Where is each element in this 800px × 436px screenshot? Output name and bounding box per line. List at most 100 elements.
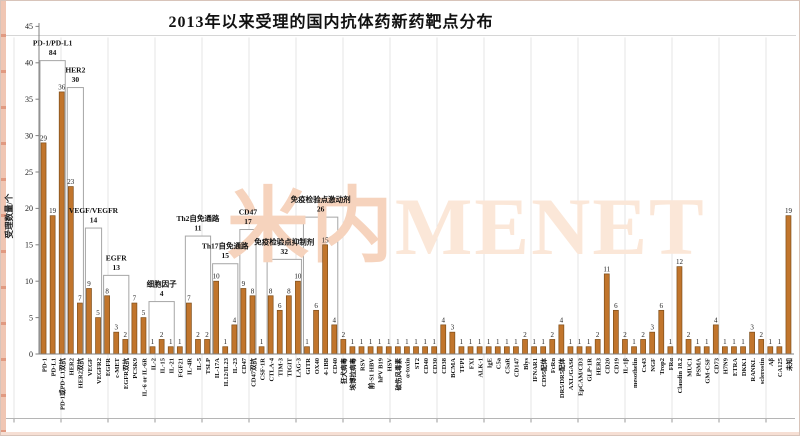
bar bbox=[58, 91, 65, 355]
bar bbox=[558, 324, 565, 355]
bar bbox=[494, 346, 501, 355]
bar-value-label: 4 bbox=[233, 316, 237, 324]
bar-value-label: 6 bbox=[278, 302, 282, 310]
bar-value-label: 3 bbox=[750, 324, 754, 332]
bar-value-label: 2 bbox=[551, 331, 555, 339]
x-tick-label: IL-15 bbox=[159, 357, 166, 373]
bar-value-label: 1 bbox=[541, 338, 545, 346]
bar bbox=[295, 280, 301, 355]
y-tick-label: 5 bbox=[29, 313, 33, 322]
bar-value-label: 1 bbox=[223, 338, 227, 346]
y-tick-label: 35 bbox=[25, 95, 33, 104]
bar-value-label: 2 bbox=[205, 331, 209, 339]
x-tick-label: HER2双抗 bbox=[76, 358, 85, 389]
x-tick-label: CD47双抗 bbox=[248, 358, 257, 387]
bar-value-label: 10 bbox=[294, 273, 302, 281]
bar bbox=[195, 339, 201, 355]
x-tick-label: FcRn bbox=[550, 358, 557, 374]
bar-value-label: 1 bbox=[705, 338, 709, 346]
x-tick-label: CD20 bbox=[605, 358, 612, 374]
x-tick-label: CD30 bbox=[432, 358, 439, 374]
x-tick-label: IL-17A bbox=[214, 358, 221, 379]
bar-value-label: 1 bbox=[741, 338, 745, 346]
bar bbox=[485, 346, 492, 355]
bar bbox=[749, 331, 755, 355]
y-tick-label: 45 bbox=[25, 22, 33, 31]
x-tick-label: VEGF bbox=[87, 358, 94, 376]
x-tick-label: C5a bbox=[496, 357, 503, 369]
y-axis-ticks: 0 5 10 15 20 25 30 35 40 45 受理数量/个 bbox=[4, 22, 39, 359]
bar-value-label: 1 bbox=[669, 338, 673, 346]
bar bbox=[131, 302, 138, 355]
bar-value-label: 1 bbox=[169, 338, 173, 346]
bar-value-label: 3 bbox=[451, 324, 455, 332]
x-tick-label: PD-1 bbox=[41, 358, 48, 372]
bar-value-label: 8 bbox=[105, 287, 109, 295]
x-tick-label: BCMA bbox=[450, 358, 457, 378]
page-edge-strip-bottom bbox=[1, 432, 799, 435]
x-tick-label: FRα bbox=[668, 358, 675, 371]
bar-value-label: 1 bbox=[505, 338, 509, 346]
y-tick-label: 10 bbox=[25, 277, 33, 286]
x-tick-label: CD40 bbox=[332, 358, 339, 374]
x-tick-label: CSF-1R bbox=[259, 358, 266, 381]
bar bbox=[667, 346, 674, 355]
bar bbox=[285, 295, 292, 355]
group-total: 84 bbox=[49, 48, 57, 57]
x-tick-label: Trop2 bbox=[659, 358, 666, 375]
bar-value-label: 2 bbox=[641, 331, 645, 339]
group-label: 免疫检验点抑制剂 bbox=[254, 236, 314, 246]
y-tick-label: 20 bbox=[25, 204, 33, 213]
bar bbox=[513, 346, 519, 355]
bar-value-label: 9 bbox=[87, 280, 91, 288]
bar-value-label: 1 bbox=[578, 338, 582, 346]
bar-value-label: 5 bbox=[142, 309, 146, 317]
group-labels: PD-1/PD-L184HER230VEGF/VEGFR14EGFR13细胞因子… bbox=[33, 39, 351, 298]
bar bbox=[676, 266, 683, 355]
bar-value-label: 8 bbox=[287, 287, 291, 295]
bar bbox=[213, 280, 219, 355]
bar-value-label: 1 bbox=[496, 338, 500, 346]
bar-value-label: 1 bbox=[696, 338, 700, 346]
bar bbox=[104, 295, 110, 355]
x-tick-label: TSLP bbox=[205, 358, 212, 374]
x-tick-label: CD38 bbox=[441, 357, 448, 374]
bar bbox=[576, 346, 583, 355]
bar bbox=[313, 309, 319, 355]
bar-value-label: 4 bbox=[714, 316, 718, 324]
chart-title: 2013年以来受理的国内抗体药新药靶点分布 bbox=[168, 14, 494, 31]
bar bbox=[567, 346, 574, 355]
bar bbox=[549, 339, 556, 355]
x-tick-label: 4-1BB bbox=[323, 357, 330, 375]
y-tick-label: 40 bbox=[25, 59, 33, 68]
bar bbox=[358, 346, 365, 355]
x-tick-label: sclerostin bbox=[759, 358, 766, 385]
bar bbox=[603, 273, 610, 355]
bar bbox=[249, 295, 256, 355]
group-total: 11 bbox=[194, 224, 201, 233]
bar-value-label: 1 bbox=[587, 338, 591, 346]
x-tick-label: IL-23 bbox=[232, 357, 239, 373]
x-tick-label: IL-1β bbox=[623, 357, 630, 373]
bar bbox=[422, 346, 428, 355]
x-tick-label: HER3 bbox=[595, 357, 602, 375]
bar bbox=[49, 215, 56, 355]
x-tick-label: Cx43 bbox=[641, 357, 648, 372]
x-tick-label: IgE bbox=[486, 358, 493, 368]
x-tick-label: HSV bbox=[387, 358, 394, 372]
x-tick-label: DKK1 bbox=[741, 358, 748, 376]
bar-value-label: 1 bbox=[305, 338, 309, 346]
bar-value-label: 4 bbox=[560, 316, 564, 324]
gridlines bbox=[6, 37, 795, 423]
bar-value-label: 7 bbox=[78, 295, 82, 303]
bar-value-label: 3 bbox=[650, 324, 654, 332]
x-tick-label: HER2 bbox=[69, 358, 76, 375]
bar-value-label: 1 bbox=[151, 338, 155, 346]
bar bbox=[722, 346, 728, 355]
group-total: 14 bbox=[90, 216, 98, 225]
bar-value-label: 1 bbox=[778, 338, 782, 346]
bar bbox=[785, 215, 792, 355]
y-axis-title: 受理数量/个 bbox=[4, 193, 14, 238]
